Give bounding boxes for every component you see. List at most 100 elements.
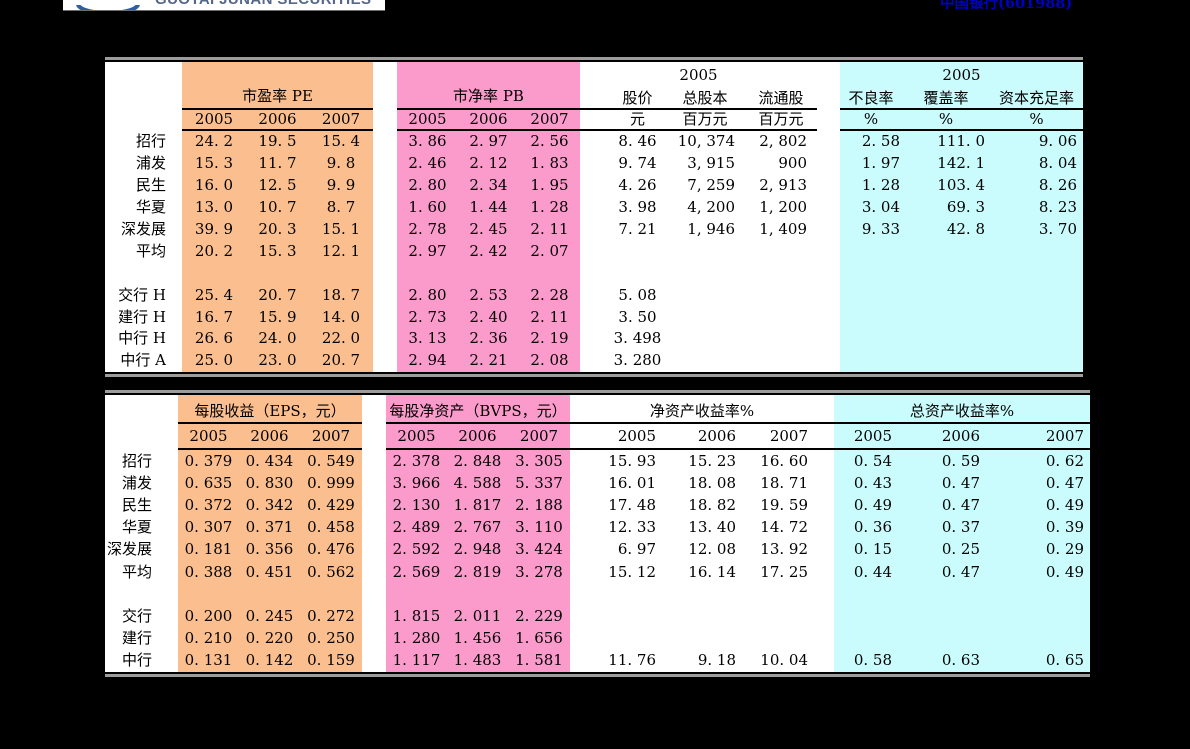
table-cell bbox=[990, 349, 1083, 372]
eps-year-header: 2007 bbox=[300, 424, 362, 450]
roa-year-header: 2005 bbox=[834, 424, 914, 450]
table-cell bbox=[362, 450, 386, 472]
table-cell: 15. 12 bbox=[608, 562, 656, 581]
table-cell: 0. 62 bbox=[1006, 450, 1090, 473]
eps-year-header: 2005 bbox=[178, 424, 239, 450]
table-cell: 1. 28 bbox=[840, 174, 902, 197]
table-cell: 5. 337 bbox=[508, 472, 570, 495]
column-header-coverage-ratio: 覆盖率 bbox=[902, 88, 990, 110]
table-cell: 8. 04 bbox=[990, 152, 1083, 175]
table-cell bbox=[902, 306, 990, 329]
stock-code-title: 中国银行(601988) bbox=[940, 0, 1110, 10]
table-cell bbox=[397, 262, 458, 285]
table-cell: 20. 7 bbox=[246, 284, 309, 307]
unit-header: % bbox=[990, 110, 1083, 131]
table-cell: 2. 78 bbox=[397, 218, 458, 241]
roa-group-header: 总资产收益率% bbox=[834, 395, 1090, 424]
table-cell bbox=[745, 328, 817, 350]
bvps-group-header: 每股净资产（BVPS，元） bbox=[386, 395, 570, 424]
valuation-table-grid: 市盈率 PE 市净率 PB 2005 2005 股价 总股本 流通股 不良率 覆… bbox=[105, 62, 1083, 372]
table-cell: 12. 33 bbox=[608, 518, 656, 537]
column-header-total-shares: 总股本 bbox=[665, 88, 745, 110]
brand-logo-strip: GUOTAI JUNAN SECURITIES bbox=[63, 0, 385, 11]
roe-year-header: 2006 bbox=[658, 424, 746, 450]
table-cell: 19. 59 bbox=[760, 495, 808, 514]
table-cell: 0. 159 bbox=[300, 649, 362, 672]
table-cell: 103. 4 bbox=[902, 174, 990, 197]
table-cell bbox=[519, 262, 580, 285]
eps-year-header: 2006 bbox=[239, 424, 300, 450]
table-cell bbox=[840, 284, 902, 307]
table-cell: 142. 1 bbox=[902, 152, 990, 175]
table-cell: 2. 36 bbox=[458, 328, 519, 350]
table-cell: 14. 0 bbox=[309, 306, 373, 329]
table-cell bbox=[817, 284, 840, 306]
table-cell: 8. 7 bbox=[309, 196, 373, 219]
table-cell: 16. 60 bbox=[760, 451, 808, 470]
table-cell: 0. 181 bbox=[178, 538, 239, 561]
table-cell: 2. 28 bbox=[519, 284, 580, 307]
table-cell: 0. 131 bbox=[178, 649, 239, 672]
table-cell: 15. 9 bbox=[246, 306, 309, 329]
table-cell: 12. 5 bbox=[246, 174, 309, 197]
table-cell: 26. 6 bbox=[182, 328, 246, 350]
row-label: 深发展 bbox=[106, 540, 152, 559]
row-label: 招行 bbox=[121, 451, 152, 470]
table-cell bbox=[373, 350, 397, 372]
table-cell: 3. 13 bbox=[397, 328, 458, 350]
table-cell: 1. 817 bbox=[447, 494, 508, 517]
table-cell: 1. 28 bbox=[519, 196, 580, 219]
table-cell bbox=[309, 262, 373, 285]
table-cell bbox=[817, 328, 840, 350]
unit-header: 百万元 bbox=[745, 110, 817, 131]
table-cell: 3. 305 bbox=[508, 450, 570, 473]
table-cell: 0. 272 bbox=[300, 605, 362, 628]
table-left-border bbox=[100, 393, 103, 450]
table-cell: 0. 458 bbox=[300, 516, 362, 539]
table-cell: 2. 34 bbox=[458, 174, 519, 197]
table-cell bbox=[246, 262, 309, 285]
table-cell: 0. 999 bbox=[300, 472, 362, 495]
table-cell: 8. 26 bbox=[990, 174, 1083, 197]
table-cell: 3. 278 bbox=[508, 560, 570, 584]
logo-globe-icon bbox=[71, 0, 145, 10]
table-cell bbox=[300, 583, 362, 606]
table-cell: 2. 19 bbox=[519, 328, 580, 350]
row-label bbox=[105, 583, 178, 605]
pe-year-header: 2005 bbox=[182, 110, 246, 131]
table-cell: 1, 409 bbox=[759, 220, 807, 238]
table-cell: 2. 592 bbox=[386, 538, 447, 561]
table-cell: 15. 3 bbox=[246, 240, 309, 263]
table-cell: 2. 229 bbox=[508, 605, 570, 628]
table-cell: 0. 549 bbox=[300, 450, 362, 473]
table-cell: 11. 7 bbox=[246, 152, 309, 175]
table-cell: 2. 53 bbox=[458, 284, 519, 307]
table-cell: 1, 946 bbox=[687, 220, 735, 238]
table-cell: 0. 434 bbox=[239, 450, 300, 473]
table-cell bbox=[458, 262, 519, 285]
table-cell: 17. 48 bbox=[608, 495, 656, 514]
table-cell: 0. 307 bbox=[178, 516, 239, 539]
table-cell: 22. 0 bbox=[309, 328, 373, 350]
table-cell bbox=[373, 175, 397, 197]
pe-group-header: 市盈率 PE bbox=[182, 62, 373, 110]
table-cell bbox=[658, 583, 746, 605]
table-cell bbox=[745, 306, 817, 328]
table-cell: 1. 656 bbox=[508, 627, 570, 650]
table-cell: 2. 58 bbox=[840, 131, 902, 153]
table-cell: 2. 45 bbox=[458, 218, 519, 241]
table-cell bbox=[386, 583, 447, 606]
table-cell: 25. 4 bbox=[182, 284, 246, 307]
table-cell bbox=[745, 262, 817, 284]
bvps-year-header: 2005 bbox=[386, 424, 447, 450]
table-cell bbox=[817, 197, 840, 219]
pb-year-header: 2007 bbox=[519, 110, 580, 131]
table-cell bbox=[362, 605, 386, 627]
table-cell bbox=[658, 605, 746, 627]
table-cell: 1. 83 bbox=[519, 152, 580, 175]
table-cell bbox=[362, 650, 386, 672]
table-cell bbox=[373, 153, 397, 175]
table-cell bbox=[373, 328, 397, 350]
quality-group-year-header: 2005 bbox=[840, 62, 1083, 88]
